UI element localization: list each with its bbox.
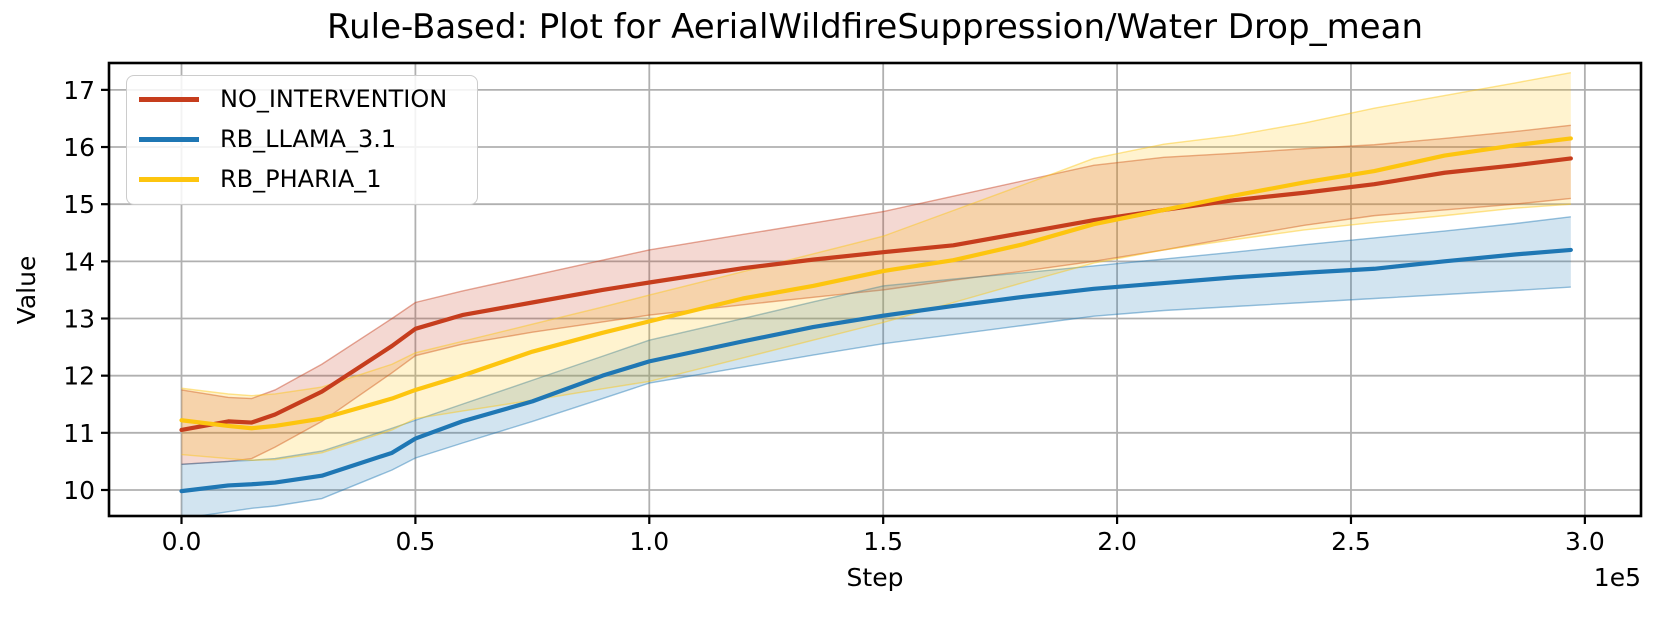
x-tick-label: 0.0 — [162, 527, 202, 556]
x-tick-label: 1.5 — [863, 527, 903, 556]
y-tick-label: 11 — [63, 419, 95, 448]
x-tick-label: 1.0 — [629, 527, 669, 556]
y-tick-label: 10 — [63, 476, 95, 505]
legend-line-swatch — [139, 136, 199, 142]
legend-item-no-intervention: NO_INTERVENTION — [133, 79, 467, 119]
legend-item-rb-pharia: RB_PHARIA_1 — [133, 159, 467, 199]
chart-title: Rule-Based: Plot for AerialWildfireSuppr… — [326, 7, 1423, 47]
band-edge-upper — [181, 124, 1571, 400]
y-tick-label: 14 — [63, 247, 95, 276]
y-tick-label: 13 — [63, 305, 95, 334]
band-NO_INTERVENTION — [181, 125, 1571, 465]
x-tick-label: 3.0 — [1565, 527, 1605, 556]
line-NO_INTERVENTION — [179, 156, 1573, 433]
legend-item-rb-llama: RB_LLAMA_3.1 — [133, 119, 467, 159]
band-edge-lower — [181, 197, 1571, 465]
band-edge-upper — [181, 216, 1571, 465]
legend-line-swatch — [139, 96, 199, 102]
x-axis-offset-label: 1e5 — [1593, 563, 1641, 592]
x-axis-label: Step — [846, 563, 904, 592]
y-axis-label: Value — [12, 255, 41, 325]
y-tick-label: 15 — [63, 190, 95, 219]
y-tick-label: 16 — [63, 133, 95, 162]
legend-label: NO_INTERVENTION — [220, 85, 448, 113]
y-tick-label: 12 — [63, 362, 95, 391]
line-RB_PHARIA_1 — [179, 136, 1573, 431]
band-RB_LLAMA_3.1 — [181, 216, 1571, 516]
band-RB_PHARIA_1 — [181, 72, 1571, 461]
y-tick-label: 17 — [63, 76, 95, 105]
legend: NO_INTERVENTION RB_LLAMA_3.1 RB_PHARIA_1 — [126, 75, 478, 205]
legend-label: RB_PHARIA_1 — [220, 165, 382, 193]
legend-label: RB_LLAMA_3.1 — [220, 125, 397, 153]
band-edge-lower — [181, 203, 1571, 461]
legend-line-swatch — [139, 176, 199, 182]
x-tick-label: 2.5 — [1331, 527, 1371, 556]
axes-spines — [107, 61, 1643, 518]
band-edge-lower — [194, 286, 1571, 516]
line-RB_LLAMA_3.1 — [179, 247, 1573, 494]
x-tick-label: 2.0 — [1097, 527, 1137, 556]
x-tick-label: 0.5 — [396, 527, 436, 556]
